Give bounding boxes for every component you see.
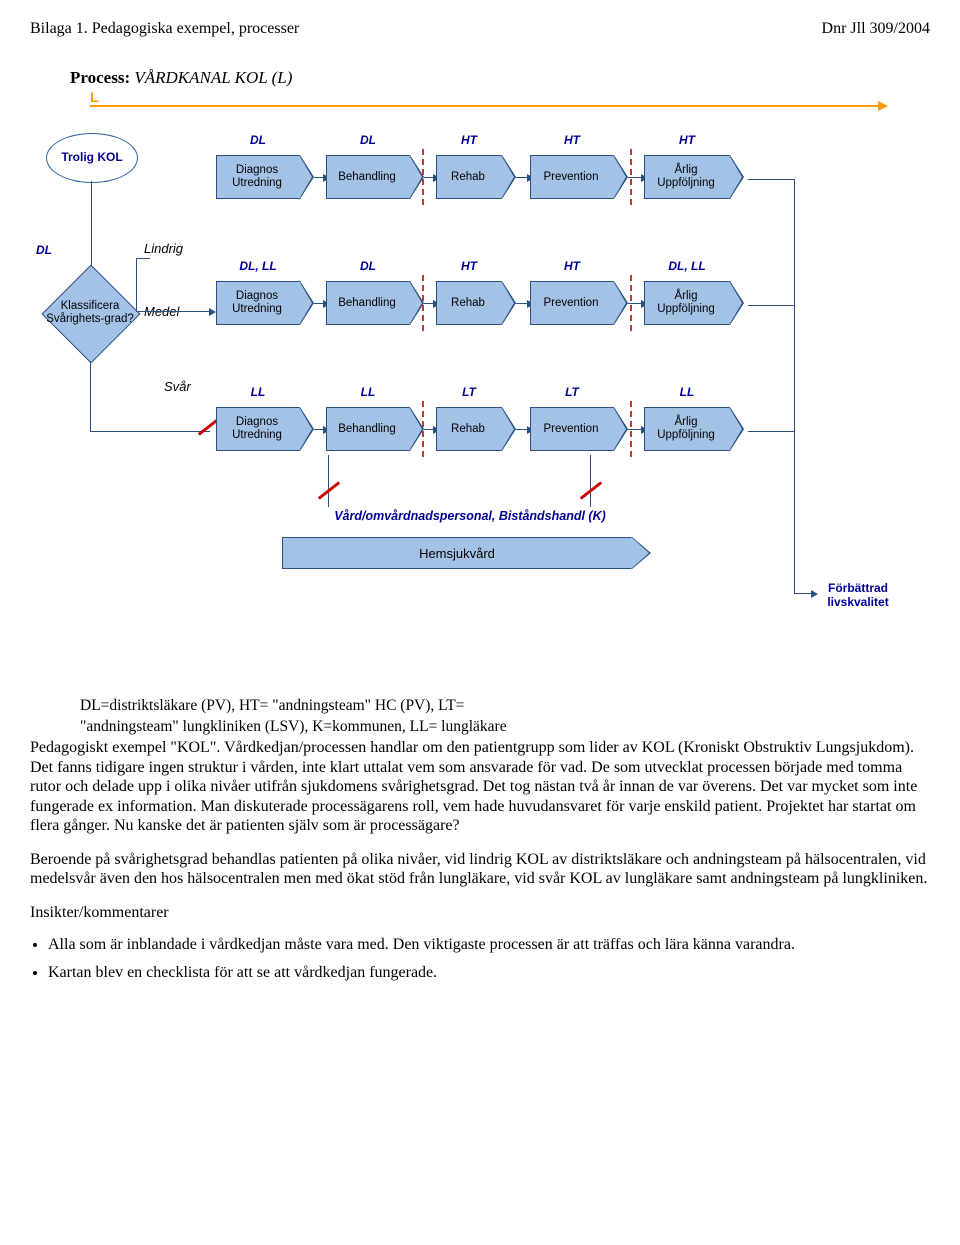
legend-line-1: DL=distriktsläkare (PV), HT= "andningste… xyxy=(80,697,930,716)
process-step: Prevention xyxy=(530,407,614,451)
list-item: Alla som är inblandade i vårdkedjan måst… xyxy=(48,936,930,954)
process-step: Rehab xyxy=(436,155,502,199)
role-label: LL xyxy=(228,385,288,399)
role-label: DL xyxy=(228,133,288,147)
role-label: DL xyxy=(338,259,398,273)
header-left: Bilaga 1. Pedagogiska exempel, processer xyxy=(30,20,299,38)
phase-divider xyxy=(630,149,632,205)
process-step: Rehab xyxy=(436,281,502,325)
header-right: Dnr Jll 309/2004 xyxy=(822,20,930,38)
paragraph-2: Beroende på svårighetsgrad behandlas pat… xyxy=(30,850,930,889)
collector-line xyxy=(794,179,795,593)
role-label: DL xyxy=(338,133,398,147)
role-label: HT xyxy=(542,259,602,273)
role-label: HT xyxy=(439,259,499,273)
process-step: Rehab xyxy=(436,407,502,451)
role-label: HT xyxy=(542,133,602,147)
l-label: L xyxy=(90,89,99,105)
phase-divider xyxy=(630,275,632,331)
insikter-heading: Insikter/kommentarer xyxy=(30,903,930,923)
decision-node: Klassificera Svårighets-grad? xyxy=(42,265,138,361)
flow-diagram: L Trolig KOL DL Klassificera Svårighets-… xyxy=(30,93,890,683)
result-node: Förbättrad livskvalitet xyxy=(816,581,900,610)
role-label: HT xyxy=(439,133,499,147)
role-label: LL xyxy=(338,385,398,399)
caption: Vård/omvårdnadspersonal, Biståndshandl (… xyxy=(300,509,640,523)
dl-out-label: DL xyxy=(36,243,52,257)
role-label: DL, LL xyxy=(657,259,717,273)
process-step: Årlig Uppföljning xyxy=(644,407,730,451)
process-step: Årlig Uppföljning xyxy=(644,155,730,199)
process-step: Diagnos Utredning xyxy=(216,155,300,199)
timeline-arrow xyxy=(90,105,880,107)
role-label: LL xyxy=(657,385,717,399)
homecare-bar: Hemsjukvård xyxy=(282,537,632,569)
process-step: Diagnos Utredning xyxy=(216,407,300,451)
branch-lindrig: Lindrig xyxy=(144,241,183,256)
role-label: DL, LL xyxy=(228,259,288,273)
role-label: LT xyxy=(439,385,499,399)
list-item: Kartan blev en checklista för att se att… xyxy=(48,964,930,982)
phase-divider xyxy=(422,275,424,331)
process-title: Process: VÅRDKANAL KOL (L) xyxy=(70,68,930,88)
paragraph-1: Pedagogiskt exempel "KOL". Vårdkedjan/pr… xyxy=(30,738,930,836)
bullet-list: Alla som är inblandade i vårdkedjan måst… xyxy=(48,936,930,982)
phase-divider xyxy=(422,149,424,205)
legend-line-2: "andningsteam" lungkliniken (LSV), K=kom… xyxy=(80,718,930,737)
role-label: HT xyxy=(657,133,717,147)
process-step: Prevention xyxy=(530,155,614,199)
process-step: Diagnos Utredning xyxy=(216,281,300,325)
process-step: Behandling xyxy=(326,407,410,451)
branch-svar: Svår xyxy=(164,379,191,394)
process-step: Behandling xyxy=(326,281,410,325)
start-node: Trolig KOL xyxy=(46,133,138,183)
process-step: Prevention xyxy=(530,281,614,325)
process-step: Årlig Uppföljning xyxy=(644,281,730,325)
phase-divider xyxy=(422,401,424,457)
role-label: LT xyxy=(542,385,602,399)
phase-divider xyxy=(630,401,632,457)
page-header: Bilaga 1. Pedagogiska exempel, processer… xyxy=(30,20,930,38)
process-step: Behandling xyxy=(326,155,410,199)
